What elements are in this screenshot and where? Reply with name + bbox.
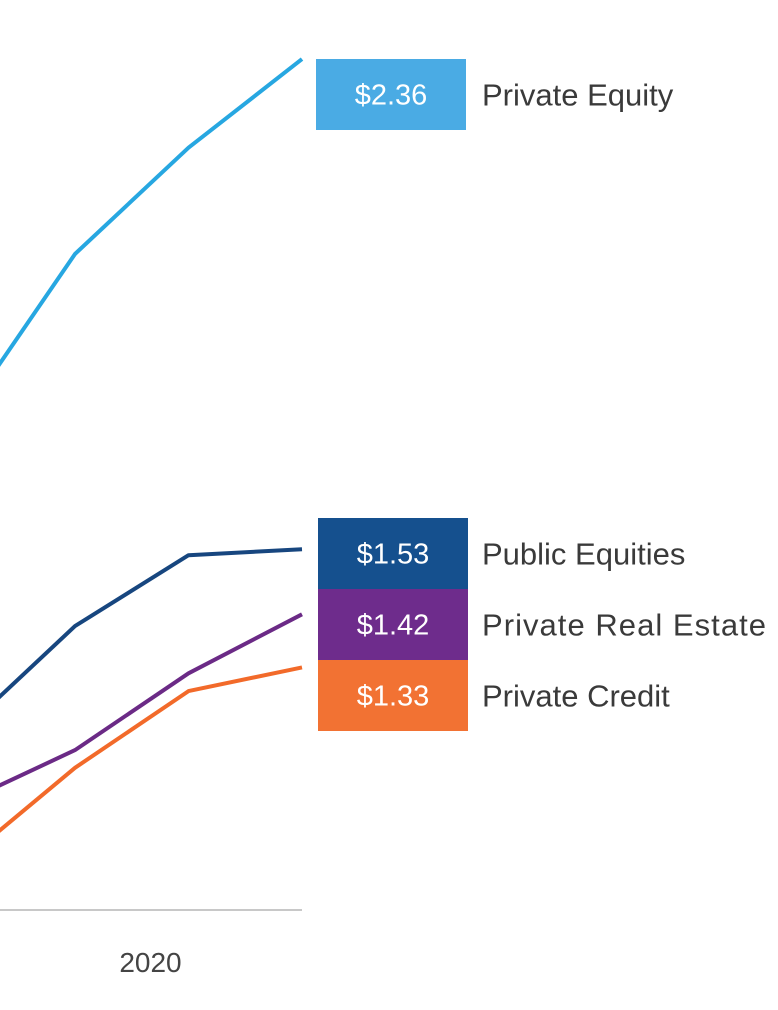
value-label-public-equities: $1.53 xyxy=(357,539,430,571)
x-axis-ticks: 2020 xyxy=(119,947,181,978)
series-name-private-real-estate: Private Real Estate xyxy=(482,608,766,643)
end-label-public-equities: $1.53 Public Equities xyxy=(318,518,685,589)
series-name-private-equity: Private Equity xyxy=(482,78,674,113)
value-box-private-credit xyxy=(318,660,468,731)
end-label-private-real-estate: $1.42 Private Real Estate xyxy=(318,589,766,660)
series-end-labels: $2.36 Private Equity$1.53 Public Equities$… xyxy=(316,59,766,731)
series-line-private-real-estate xyxy=(0,612,303,788)
series-line-public-equities xyxy=(0,547,303,700)
value-label-private-real-estate: $1.42 xyxy=(357,610,430,642)
series-line-private-credit xyxy=(0,665,303,833)
end-label-private-equity: $2.36 Private Equity xyxy=(316,59,674,130)
series-lines xyxy=(0,57,304,833)
series-name-private-credit: Private Credit xyxy=(482,679,670,714)
x-tick-label-2020: 2020 xyxy=(119,947,181,978)
value-box-public-equities xyxy=(318,518,468,589)
series-line-private-equity xyxy=(0,57,304,367)
value-box-private-real-estate xyxy=(318,589,468,660)
value-box-private-equity xyxy=(316,59,466,130)
end-label-private-credit: $1.33 Private Credit xyxy=(318,660,670,731)
value-label-private-credit: $1.33 xyxy=(357,681,430,713)
value-label-private-equity: $2.36 xyxy=(355,80,428,112)
series-name-public-equities: Public Equities xyxy=(482,537,685,572)
